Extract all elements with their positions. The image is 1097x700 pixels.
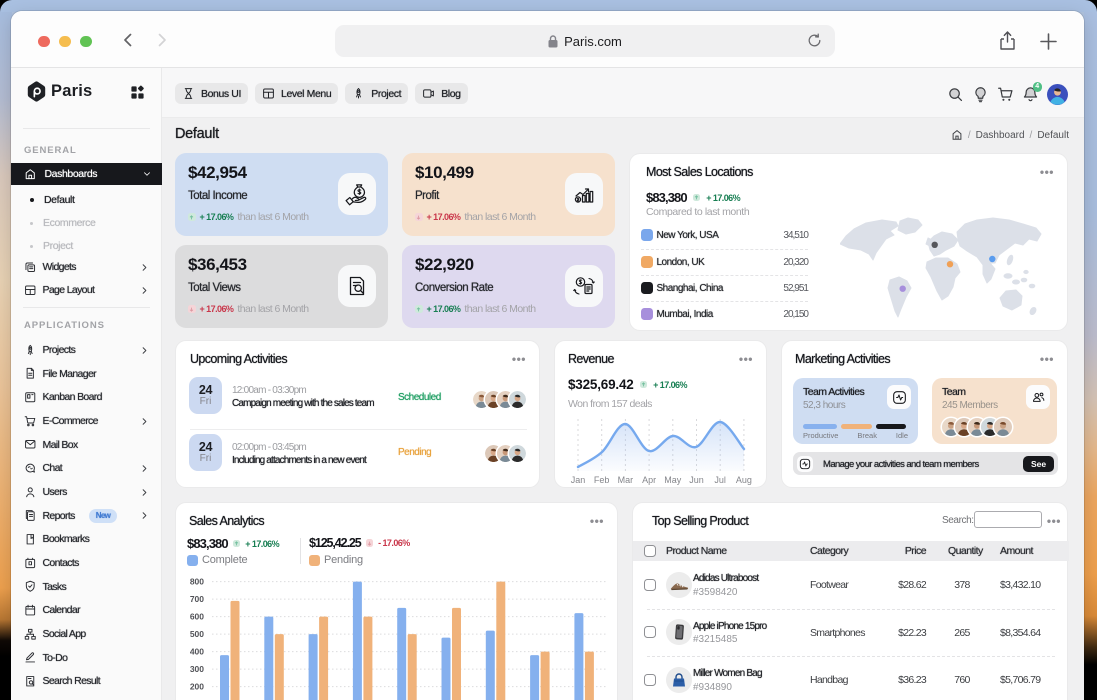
svg-text:500: 500 [190,629,204,639]
svg-text:800: 800 [190,576,204,586]
svg-text:400: 400 [190,646,204,656]
svg-text:700: 700 [190,594,204,604]
svg-text:300: 300 [190,664,204,674]
svg-text:600: 600 [190,611,204,621]
svg-text:200: 200 [190,681,204,691]
svg-text:100: 100 [190,699,204,700]
